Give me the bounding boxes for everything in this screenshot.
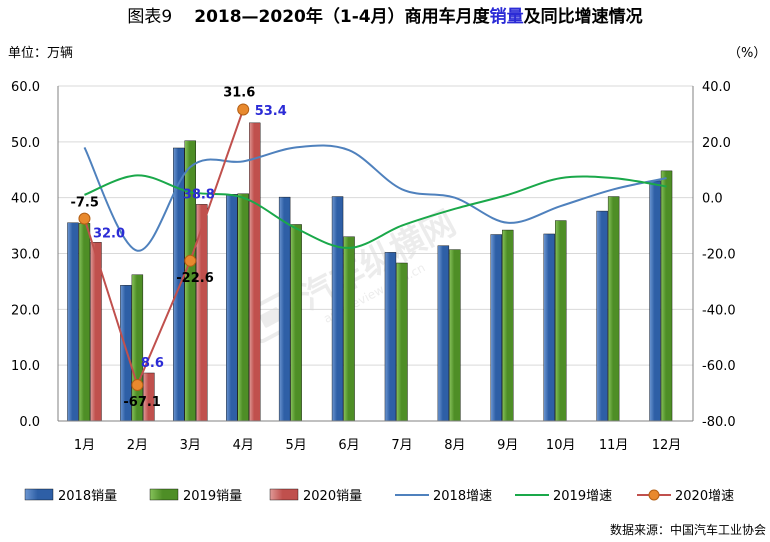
marker-2020增速 [237,103,250,116]
bar-2018销量 [226,194,238,422]
data-label-layer: 32.0 8.6 38.8 53.4 -7.5 -67.1 -22.6 31.6 [70,85,286,410]
growth-label-2020: -7.5 [70,196,98,211]
right-tick-label: 0.0 [702,192,723,207]
bar-2019销量 [237,193,249,422]
legend-label-2018销量: 2018销量 [58,489,117,504]
bar-2018销量 [596,210,608,422]
x-tick-label: 3月 [180,438,201,453]
x-tick-label: 7月 [391,438,412,453]
title-highlight: 销量 [490,6,524,27]
axes: 0.0 10.0 20.0 30.0 40.0 50.0 60.0 -80.0 -60.0 -40… [11,80,736,453]
watermark-logo-inner [259,307,283,328]
left-tick-label: 0.0 [19,415,40,430]
left-unit-label: 单位：万辆 [8,46,73,61]
x-tick-label: 9月 [497,438,518,453]
bar-2018销量 [543,233,555,422]
left-tick-label: 20.0 [11,303,40,318]
bar-2018销量 [649,180,661,422]
line-2020增速 [83,109,245,388]
bar-label-2020: 32.0 [93,226,125,241]
marker-2020增速 [184,254,197,267]
bar-2020销量 [249,122,261,422]
bar-2019销量 [555,220,567,422]
x-tick-label: 11月 [599,438,629,453]
legend-swatch-2020销量 [269,488,299,501]
left-tick-label: 10.0 [11,359,40,374]
bar-2018销量 [384,252,397,422]
bar-2019销量 [502,229,514,422]
right-tick-label: -60.0 [702,359,736,374]
bar-2019销量 [449,249,461,422]
bar-2018销量 [490,234,502,422]
x-tick-label: 8月 [444,438,465,453]
growth-label-2020: -67.1 [123,395,160,410]
bar-2019销量 [396,262,408,422]
legend-label-2020增速: 2020增速 [675,489,734,504]
line-2019增速 [84,174,667,249]
legend-label-2018增速: 2018增速 [433,489,492,504]
marker-2020增速 [78,212,91,225]
bar-label-2020: 38.8 [183,187,215,202]
growth-label-2020: 31.6 [223,85,255,100]
bar-2018销量 [67,222,79,422]
chart-title: 图表9 2018—2020年（1-4月）商用车月度销量及同比增速情况 [127,6,642,27]
line-2018增速 [83,144,667,252]
line-layer [78,103,667,391]
right-tick-label: -20.0 [702,248,736,263]
x-tick-label: 12月 [652,438,682,453]
left-tick-label: 60.0 [11,80,40,95]
legend-label-2019销量: 2019销量 [183,489,242,504]
x-tick-label: 2月 [127,438,148,453]
title-main-b: 及同比增速情况 [524,6,643,27]
x-tick-label: 6月 [338,438,359,453]
legend-label-2020销量: 2020销量 [303,489,362,504]
x-tick-label: 4月 [233,438,254,453]
bar-2018销量 [331,196,344,422]
legend-label-2019增速: 2019增速 [553,489,612,504]
data-source: 数据来源：中国汽车工业协会 [610,522,766,537]
bar-label-2020: 53.4 [255,104,287,119]
bar-2019销量 [290,224,302,422]
legend-swatch-2019销量 [149,488,179,501]
bar-2019销量 [660,170,673,422]
right-tick-label: 20.0 [702,136,731,151]
right-tick-label: -80.0 [702,415,736,430]
legend: 2018销量 2019销量 2020销量 2018增速 2019增速 2020增速 [24,488,734,504]
bar-layer [67,122,673,422]
legend-marker-2020增速 [648,489,660,501]
legend-swatch-2018销量 [24,488,54,501]
left-tick-label: 30.0 [11,248,40,263]
right-unit-label: （%） [728,46,766,61]
title-main-a: 2018—2020年（1-4月）商用车月度 [194,6,490,27]
growth-label-2020: -22.6 [176,271,213,286]
title-prefix: 图表9 [127,7,172,27]
bar-2019销量 [78,223,91,422]
x-tick-label: 10月 [546,438,576,453]
right-tick-label: -40.0 [702,303,736,318]
x-tick-label: 1月 [74,438,95,453]
left-tick-label: 40.0 [11,192,40,207]
watermark: 汽车纵横网 autoreview.com.cn [243,203,463,344]
x-tick-label: 5月 [285,438,306,453]
bar-2018销量 [278,196,291,422]
watermark-brand: 汽车纵横网 [294,203,463,318]
bar-2018销量 [437,245,450,422]
bar-label-2020: 8.6 [141,356,164,371]
bar-2019销量 [343,236,355,422]
left-tick-label: 50.0 [11,136,40,151]
right-tick-label: 40.0 [702,80,731,95]
bar-2019销量 [607,196,620,422]
marker-2020增速 [131,378,144,391]
